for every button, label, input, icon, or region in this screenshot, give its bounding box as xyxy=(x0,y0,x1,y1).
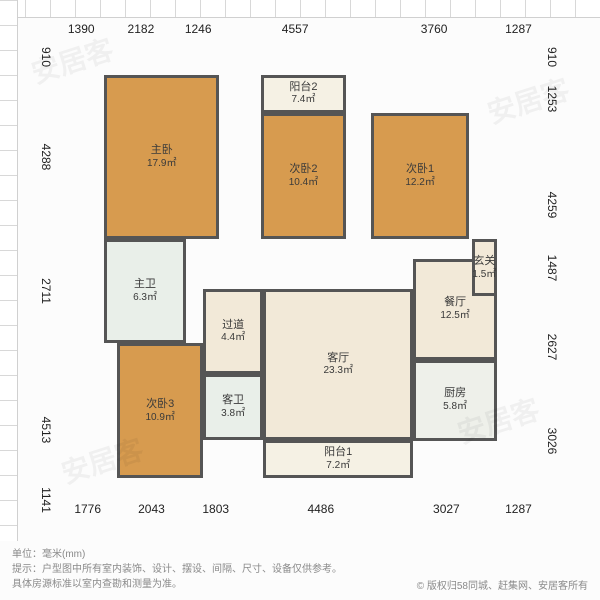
room-label-balc1: 阳台17.2㎡ xyxy=(324,446,352,472)
dimension-label: 910 xyxy=(39,47,53,67)
room-balc2: 阳台27.4㎡ xyxy=(261,75,347,113)
dimension-label: 3027 xyxy=(433,502,460,516)
room-label-balc2: 阳台27.4㎡ xyxy=(289,81,317,107)
room-foyer: 玄关1.5㎡ xyxy=(472,239,497,296)
room-mbath: 主卫6.3㎡ xyxy=(104,239,185,343)
room-label-dining: 餐厅12.5㎡ xyxy=(440,296,469,322)
floor-plan: 主卧17.9㎡次卧210.4㎡ 次卧112.2㎡次卧310.9㎡ 主卫6.3㎡客卫3… xyxy=(58,40,540,522)
dimension-label: 1287 xyxy=(505,22,532,36)
copyright: © 版权归58同城、赶集网、安居客所有 xyxy=(417,581,588,592)
dimension-label: 1390 xyxy=(68,22,95,36)
room-label-foyer: 玄关1.5㎡ xyxy=(472,255,496,281)
dimension-label: 3026 xyxy=(545,428,559,455)
dimension-label: 4486 xyxy=(307,502,334,516)
room-br1: 次卧112.2㎡ xyxy=(371,113,469,240)
dimension-label: 1253 xyxy=(545,86,559,113)
footer: 单位：毫米(mm) 提示：户型图中所有室内装饰、设计、摆设、间隔、尺寸、设备仅供… xyxy=(0,541,600,600)
dimension-label: 1803 xyxy=(202,502,229,516)
room-label-corridor: 过道4.4㎡ xyxy=(221,318,245,344)
room-label-kitchen: 厨房5.8㎡ xyxy=(443,387,467,413)
dimension-label: 1246 xyxy=(185,22,212,36)
room-label-br3: 次卧310.9㎡ xyxy=(145,398,174,424)
top-ruler xyxy=(0,0,600,18)
dimension-label: 2711 xyxy=(39,279,53,305)
room-label-br1: 次卧112.2㎡ xyxy=(405,163,434,189)
dimension-label: 1141 xyxy=(39,487,53,513)
room-kitchen: 厨房5.8㎡ xyxy=(413,360,497,441)
dimension-label: 2043 xyxy=(138,502,165,516)
room-label-mbath: 主卫6.3㎡ xyxy=(133,278,157,304)
dimension-label: 4557 xyxy=(282,22,309,36)
dimension-label: 2182 xyxy=(128,22,155,36)
dimension-label: 4259 xyxy=(545,191,559,218)
unit-label-prefix: 单位： xyxy=(12,549,42,560)
dimension-label: 3760 xyxy=(421,22,448,36)
room-br3: 次卧310.9㎡ xyxy=(117,343,203,478)
unit-label: 毫米(mm) xyxy=(42,549,85,560)
dimension-label: 1776 xyxy=(74,502,101,516)
left-ruler xyxy=(0,0,18,600)
room-label-gbath: 客卫3.8㎡ xyxy=(221,394,245,420)
dimension-label: 910 xyxy=(545,47,559,67)
room-gbath: 客卫3.8㎡ xyxy=(203,374,263,440)
dimension-label: 4513 xyxy=(39,417,53,444)
dimension-label: 2627 xyxy=(545,334,559,361)
room-br2: 次卧210.4㎡ xyxy=(261,113,347,240)
disclaimer-1: 提示：户型图中所有室内装饰、设计、摆设、间隔、尺寸、设备仅供参考。 xyxy=(12,564,342,575)
dimension-label: 4288 xyxy=(39,144,53,171)
room-label-master: 主卧17.9㎡ xyxy=(147,144,176,170)
room-label-br2: 次卧210.4㎡ xyxy=(289,163,318,189)
room-corridor: 过道4.4㎡ xyxy=(203,289,263,373)
room-master: 主卧17.9㎡ xyxy=(104,75,219,240)
room-label-living: 客厅23.3㎡ xyxy=(323,351,352,377)
dimension-label: 1487 xyxy=(545,255,559,282)
room-balc1: 阳台17.2㎡ xyxy=(263,440,413,478)
dimension-label: 1287 xyxy=(505,502,532,516)
disclaimer-2: 具体房源标准以室内查勘和测量为准。 xyxy=(12,579,182,590)
room-living: 客厅23.3㎡ xyxy=(263,289,413,439)
